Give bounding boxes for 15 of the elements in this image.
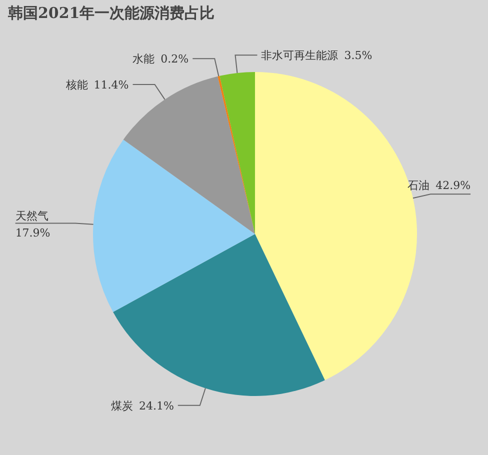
data-label: 42.9%	[436, 179, 471, 192]
pie-slice	[93, 140, 255, 312]
slice-label: 石油	[408, 179, 430, 192]
pie-slice	[113, 234, 325, 396]
slice-label: 非水可再生能源	[261, 49, 338, 62]
data-label: 24.1%	[138, 399, 174, 412]
data-label: 11.4%	[94, 78, 129, 92]
data-label: 0.2%	[160, 52, 189, 66]
data-label: 17.9%	[15, 226, 50, 240]
chart-title: 韩国2021年一次能源消费占比	[8, 4, 215, 23]
slice-label: 水能	[132, 52, 155, 66]
slice-label: 煤炭	[110, 399, 133, 412]
slice-label: 核能	[64, 78, 88, 92]
data-label: 3.5%	[344, 49, 372, 62]
slice-label: 天然气	[15, 209, 48, 222]
